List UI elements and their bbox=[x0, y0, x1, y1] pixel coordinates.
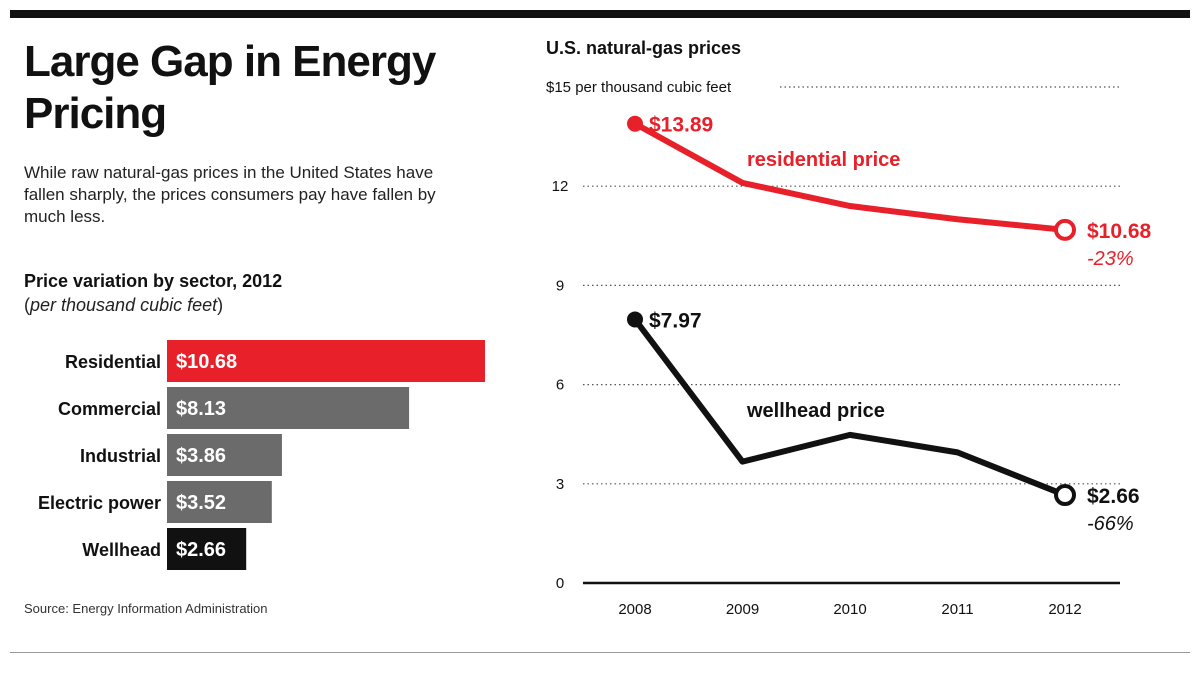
bar-row: Wellhead $2.66 bbox=[82, 528, 247, 570]
bar-value-label: $3.86 bbox=[176, 445, 226, 467]
series-end-label: $2.66 bbox=[1087, 485, 1140, 508]
series-line bbox=[632, 316, 1068, 499]
series-start-label: $13.89 bbox=[649, 114, 713, 137]
bar-row: Industrial $3.86 bbox=[80, 434, 282, 476]
series-name-label: wellhead price bbox=[746, 400, 885, 422]
y-tick-label: 3 bbox=[556, 476, 564, 493]
series-start-label: $7.97 bbox=[649, 309, 702, 332]
bar bbox=[167, 528, 247, 570]
source-note: Source: Energy Information Administratio… bbox=[24, 601, 268, 616]
y-tick-label: 12 bbox=[552, 178, 569, 195]
bar bbox=[167, 387, 410, 429]
bar-category-label: Wellhead bbox=[82, 540, 161, 560]
bar bbox=[167, 340, 485, 382]
series-end-label: $10.68 bbox=[1087, 220, 1152, 243]
bar-category-label: Residential bbox=[65, 352, 161, 372]
top-rule bbox=[10, 10, 1190, 18]
x-tick-label: 2008 bbox=[618, 601, 651, 618]
series-end-change: -23% bbox=[1087, 248, 1134, 270]
bar-category-label: Commercial bbox=[58, 399, 161, 419]
y-tick-label: 0 bbox=[556, 575, 564, 592]
line-chart-title: U.S. natural-gas prices bbox=[546, 38, 741, 58]
x-tick-label: 2011 bbox=[941, 601, 973, 618]
x-tick-label: 2012 bbox=[1048, 601, 1081, 618]
series-end-point bbox=[1054, 218, 1076, 241]
series-end-change: -66% bbox=[1087, 513, 1134, 535]
bar-value-label: $2.66 bbox=[176, 539, 226, 561]
dek: While raw natural-gas prices in the Unit… bbox=[24, 163, 436, 226]
series-start-point bbox=[627, 311, 643, 328]
x-tick-label: 2009 bbox=[726, 601, 759, 618]
bar-value-label: $8.13 bbox=[176, 398, 226, 420]
bar-value-label: $3.52 bbox=[176, 492, 226, 514]
x-tick-label: 2010 bbox=[833, 601, 866, 618]
bar bbox=[167, 434, 282, 476]
line-chart: U.S. natural-gas prices 0 3 6 9 12 $15 per tho… bbox=[546, 38, 1152, 618]
bar-category-label: Electric power bbox=[38, 493, 161, 513]
y-tick-label: 6 bbox=[556, 377, 564, 394]
bar-chart-subtitle: (per thousand cubic feet) bbox=[24, 295, 224, 315]
series-line bbox=[632, 120, 1068, 233]
headline: Large Gap in Energy Pricing bbox=[24, 37, 436, 138]
bar-value-label: $10.68 bbox=[176, 351, 237, 373]
bar-row: Residential $10.68 bbox=[65, 340, 485, 382]
series-name-label: residential price bbox=[747, 149, 900, 171]
series-start-point bbox=[627, 115, 643, 132]
bar-row: Commercial $8.13 bbox=[58, 387, 410, 429]
bar-chart: Residential $10.68 Commercial $8.13 Industri… bbox=[38, 340, 485, 570]
y-tick-label: 9 bbox=[556, 277, 564, 294]
bar-category-label: Industrial bbox=[80, 446, 161, 466]
bar-chart-title: Price variation by sector, 2012 bbox=[24, 271, 283, 291]
y-tick-label: $15 per thousand cubic feet bbox=[546, 79, 732, 96]
bar bbox=[167, 481, 272, 523]
series-end-point bbox=[1054, 484, 1076, 507]
bottom-rule bbox=[10, 652, 1190, 653]
bar-chart-subtitle-text: per thousand cubic feet bbox=[30, 295, 218, 315]
bar-row: Electric power $3.52 bbox=[38, 481, 272, 523]
